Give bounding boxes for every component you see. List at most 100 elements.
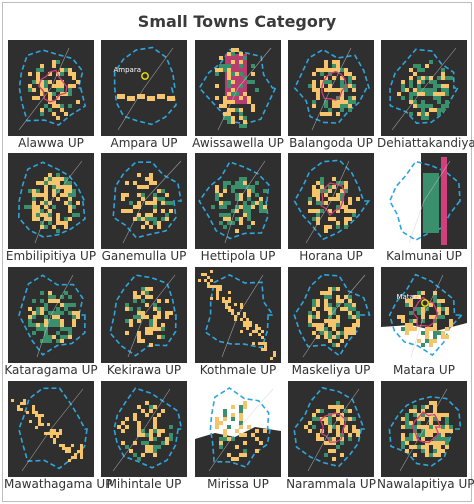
land-cover-pixel — [413, 453, 417, 457]
road-line — [391, 47, 457, 131]
built-up-pixel — [225, 303, 228, 306]
built-up-pixel — [227, 72, 231, 76]
town-map — [195, 267, 281, 363]
land-cover-pixel — [312, 189, 316, 193]
land-cover-pixel — [409, 84, 413, 88]
land-cover-pixel — [328, 311, 332, 315]
built-up-patch — [127, 96, 135, 101]
land-cover-pixel — [72, 323, 76, 327]
land-cover-pixel — [243, 201, 247, 205]
land-cover-pixel — [56, 299, 60, 303]
land-cover-pixel — [68, 88, 72, 92]
land-cover-pixel — [340, 104, 344, 108]
land-cover-pixel — [153, 303, 157, 307]
land-cover-pixel — [441, 413, 445, 417]
land-cover-pixel — [153, 319, 157, 323]
urban-boundary — [109, 274, 177, 357]
land-cover-pixel — [312, 217, 316, 221]
land-cover-pixel — [433, 327, 437, 331]
built-up-pixel — [228, 297, 231, 300]
road-line — [408, 160, 451, 244]
land-cover-pixel — [413, 92, 417, 96]
land-cover-pixel — [332, 88, 336, 92]
built-up-pixel — [80, 444, 83, 447]
land-cover-pixel — [52, 177, 56, 181]
land-cover-pixel — [259, 201, 263, 205]
land-cover-pixel — [425, 335, 429, 339]
land-cover-pixel — [312, 331, 316, 335]
land-cover-pixel — [169, 209, 173, 213]
land-cover-pixel — [429, 80, 433, 84]
land-cover-pixel — [352, 213, 356, 217]
land-cover-pixel — [56, 177, 60, 181]
land-cover-pixel — [36, 209, 40, 213]
land-cover-pixel — [52, 299, 56, 303]
town-map — [8, 40, 94, 136]
land-cover-pixel — [121, 441, 125, 445]
land-cover-pixel — [40, 339, 44, 343]
land-cover-pixel — [68, 303, 72, 307]
town-label: Dehiattakandiya UP — [377, 136, 474, 150]
land-cover-pixel — [397, 315, 401, 319]
land-cover-pixel — [40, 92, 44, 96]
land-cover-pixel — [421, 291, 425, 295]
built-up-pixel — [239, 52, 243, 56]
land-cover-pixel — [239, 217, 243, 221]
land-cover-pixel — [153, 429, 157, 433]
land-cover-pixel — [433, 429, 437, 433]
road-line — [307, 388, 360, 472]
land-cover-pixel — [340, 80, 344, 84]
land-cover-pixel — [421, 108, 425, 112]
land-cover-pixel — [28, 88, 32, 92]
land-cover-pixel — [149, 343, 153, 347]
land-cover-pixel — [433, 315, 437, 319]
land-cover-pixel — [239, 421, 243, 425]
built-up-pixel — [249, 333, 252, 336]
land-cover-pixel — [324, 104, 328, 108]
land-cover-pixel — [413, 104, 417, 108]
land-cover-pixel — [247, 217, 251, 221]
land-cover-pixel — [409, 96, 413, 100]
land-cover-pixel — [28, 307, 32, 311]
land-cover-pixel — [44, 88, 48, 92]
built-up-pixel — [231, 116, 235, 120]
land-cover-pixel — [52, 225, 56, 229]
land-cover-pixel — [429, 433, 433, 437]
built-up-pixel — [53, 429, 56, 432]
land-cover-pixel — [32, 88, 36, 92]
town-panel: Alawwa UP — [8, 40, 94, 151]
land-cover-pixel — [153, 421, 157, 425]
land-cover-pixel — [344, 189, 348, 193]
land-cover-pixel — [28, 319, 32, 323]
vegetation-pixel — [223, 68, 227, 72]
land-cover-pixel — [336, 181, 340, 185]
land-cover-pixel — [165, 441, 169, 445]
land-cover-pixel — [340, 68, 344, 72]
land-cover-pixel — [409, 112, 413, 116]
land-cover-pixel — [437, 303, 441, 307]
land-cover-pixel — [64, 112, 68, 116]
land-cover-pixel — [340, 421, 344, 425]
land-cover-pixel — [413, 405, 417, 409]
town-panel: Balangoda UP — [288, 40, 374, 151]
road-line — [311, 47, 352, 131]
land-cover-pixel — [121, 421, 125, 425]
land-cover-pixel — [328, 225, 332, 229]
land-cover-pixel — [421, 315, 425, 319]
built-up-pixel — [235, 48, 239, 52]
urban-boundary — [388, 395, 462, 467]
land-cover-pixel — [401, 319, 405, 323]
land-cover-pixel — [433, 80, 437, 84]
land-cover-pixel — [401, 441, 405, 445]
road-line — [399, 388, 448, 472]
land-cover-pixel — [356, 315, 360, 319]
land-cover-pixel — [36, 76, 40, 80]
land-cover-pixel — [40, 112, 44, 116]
land-cover-pixel — [328, 291, 332, 295]
land-cover-pixel — [445, 445, 449, 449]
land-cover-pixel — [336, 303, 340, 307]
land-cover-pixel — [429, 92, 433, 96]
town-map-svg — [18, 274, 86, 358]
land-cover-pixel — [44, 225, 48, 229]
land-cover-pixel — [223, 225, 227, 229]
